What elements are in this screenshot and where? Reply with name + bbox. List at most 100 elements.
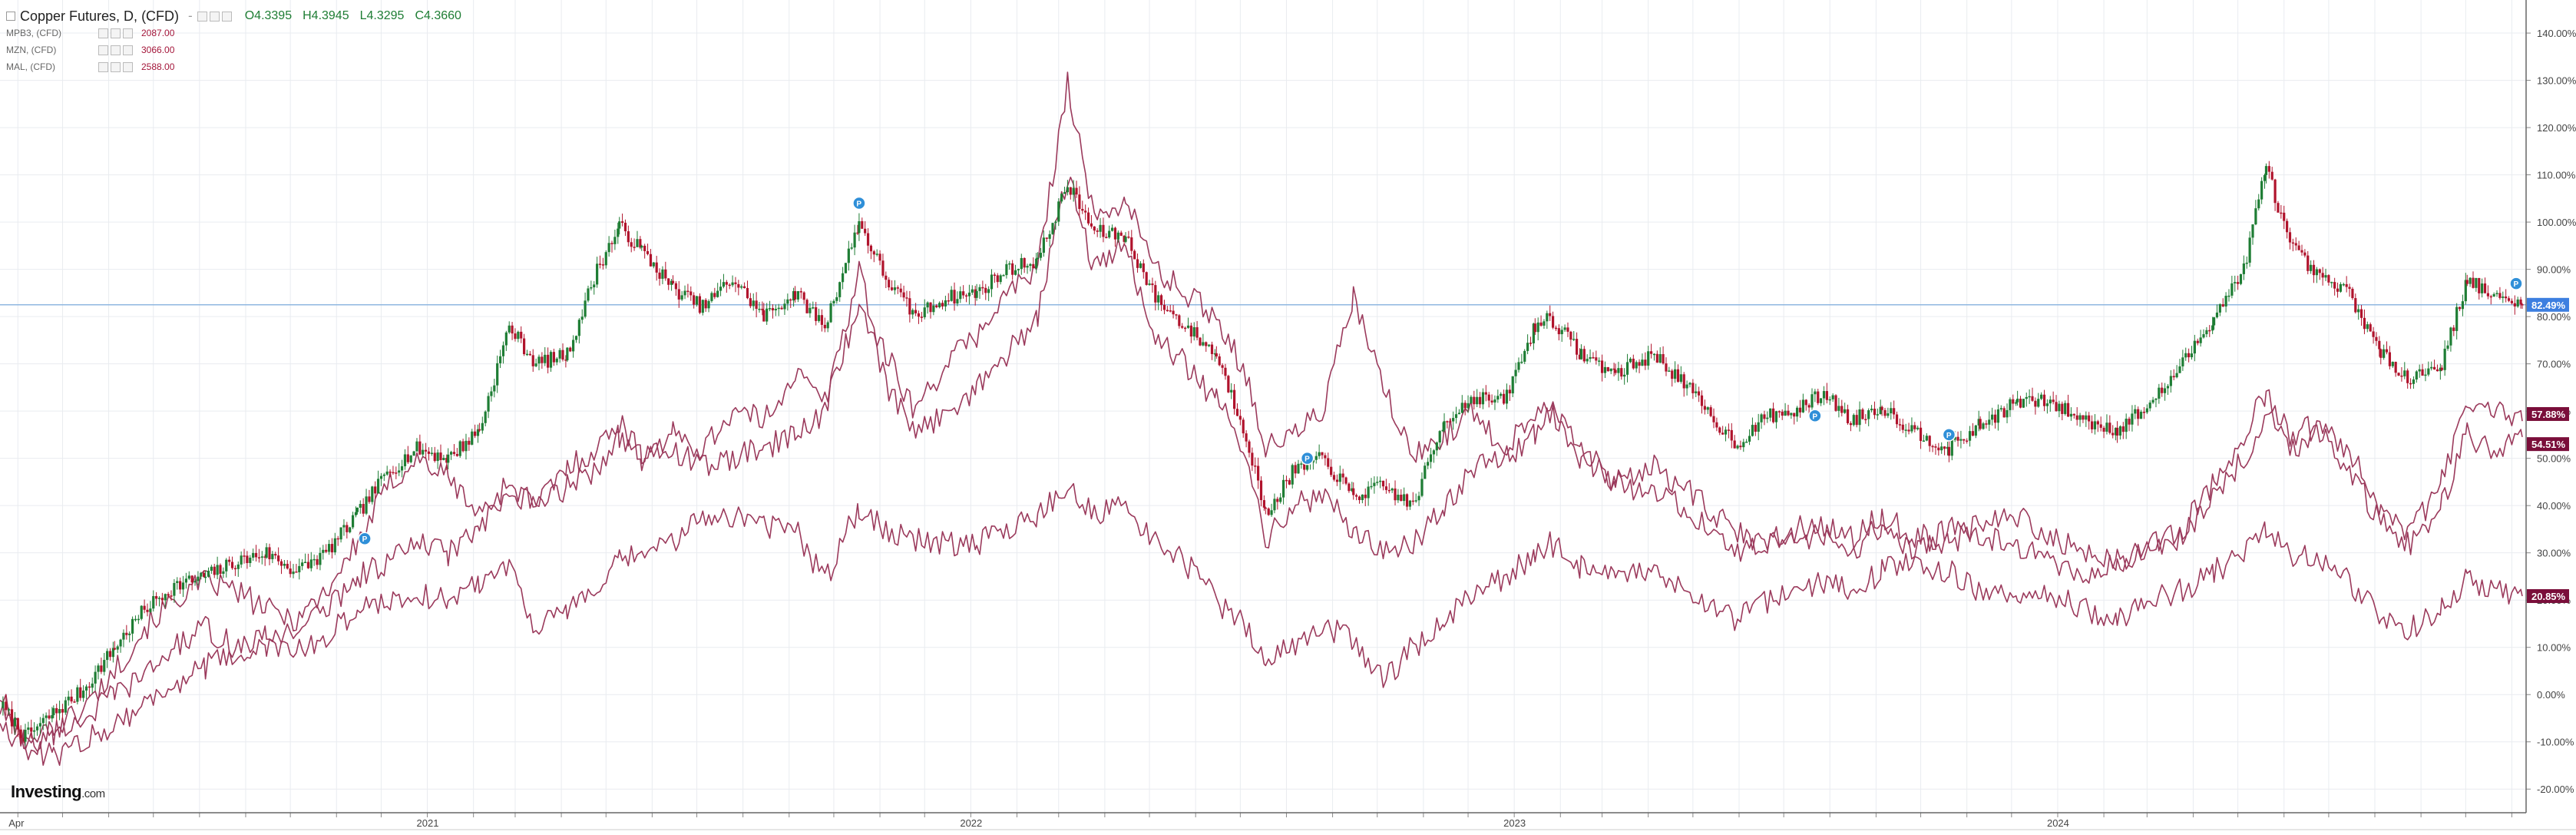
candle-body	[246, 555, 249, 563]
candle-body	[1084, 210, 1087, 213]
candle-body	[1511, 376, 1514, 394]
candle-body	[1351, 488, 1354, 492]
candle-body	[243, 555, 246, 557]
candle-body	[1045, 237, 1048, 239]
candle-body	[2492, 293, 2495, 297]
close-icon[interactable]	[221, 11, 232, 22]
candle-body	[1446, 421, 1449, 422]
candle-body	[1314, 456, 1318, 460]
candle-body	[1108, 230, 1111, 238]
candle-body	[146, 609, 149, 612]
candle-body	[2469, 277, 2472, 284]
candle-body	[2037, 399, 2040, 407]
candle-body	[1429, 454, 1433, 462]
candle-body	[2175, 373, 2178, 378]
candle-body	[902, 292, 905, 298]
compare-name[interactable]: MZN, (CFD)	[6, 45, 57, 55]
candle-body	[844, 263, 848, 273]
candle-body	[91, 683, 94, 688]
candle-body	[1724, 429, 1728, 435]
x-tick-label: Apr	[8, 817, 25, 829]
logo-main: Investing	[11, 782, 82, 801]
candle-body	[1557, 328, 1560, 335]
candle-body	[30, 727, 33, 732]
candle-body	[981, 287, 984, 289]
candle-body	[938, 303, 941, 307]
candle-body	[134, 618, 137, 621]
candle-body	[1075, 187, 1078, 195]
investing-logo[interactable]: Investing.com	[11, 782, 105, 802]
candle-body	[322, 549, 325, 553]
close-icon[interactable]	[123, 28, 133, 38]
candle-body	[1658, 354, 1662, 363]
candle-body	[1543, 321, 1546, 326]
visibility-icon[interactable]	[111, 28, 121, 38]
candle-body	[1617, 368, 1620, 373]
settings-icon[interactable]	[98, 61, 108, 72]
visibility-icon[interactable]	[209, 11, 220, 22]
candle-body	[1837, 406, 1840, 411]
candle-body	[577, 320, 580, 336]
candle-body	[1099, 224, 1102, 232]
settings-icon[interactable]	[98, 28, 108, 38]
candle-body	[2327, 275, 2330, 283]
candle-body	[1039, 253, 1043, 258]
candle-body	[1736, 446, 1739, 449]
candle-body	[1142, 263, 1145, 273]
candle-body	[1159, 295, 1163, 305]
candle-body	[449, 452, 453, 455]
event-marker-icon[interactable]	[1942, 428, 1956, 442]
candle-body	[962, 291, 965, 296]
candle-body	[2151, 399, 2154, 403]
candle-body	[866, 233, 870, 246]
candle-body	[1890, 408, 1893, 414]
compare-name[interactable]: MPB3, (CFD)	[6, 28, 61, 38]
candle-body	[498, 356, 502, 363]
compare-name[interactable]: MAL, (CFD)	[6, 61, 55, 72]
candle-body	[511, 325, 514, 334]
candle-body	[1487, 394, 1490, 401]
settings-icon[interactable]	[98, 45, 108, 55]
event-marker-icon[interactable]	[358, 532, 372, 545]
candle-body	[1993, 414, 1997, 423]
visibility-icon[interactable]	[111, 45, 121, 55]
candle-body	[1748, 436, 1751, 442]
event-marker-icon[interactable]	[1300, 451, 1314, 466]
candle-body	[385, 471, 389, 475]
candle-body	[1391, 488, 1394, 491]
collapse-toggle[interactable]	[6, 12, 15, 21]
candle-body	[1572, 339, 1576, 340]
close-icon[interactable]	[123, 61, 133, 72]
candle-body	[1042, 237, 1045, 253]
candle-body	[203, 572, 206, 577]
candle-body	[484, 411, 487, 423]
candle-body	[1335, 479, 1338, 482]
candle-body	[2075, 415, 2078, 420]
event-marker-icon[interactable]	[1808, 409, 1822, 423]
event-marker-icon[interactable]	[2509, 277, 2523, 290]
candle-body	[1154, 285, 1157, 303]
candle-body	[580, 316, 584, 320]
close-icon[interactable]	[123, 45, 133, 55]
candle-body	[2215, 312, 2219, 318]
compare-value: 2588.00	[141, 61, 175, 72]
visibility-icon[interactable]	[111, 61, 121, 72]
candle-body	[996, 275, 999, 283]
candle-body	[230, 562, 234, 568]
symbol-title[interactable]: Copper Futures, D, (CFD)	[20, 8, 180, 24]
candle-body	[2137, 409, 2140, 419]
candle-body	[2028, 396, 2031, 398]
candle-body	[1376, 482, 1379, 483]
candle-body	[365, 496, 368, 514]
settings-icon[interactable]	[197, 11, 207, 22]
event-markers[interactable]: P P P P P P	[358, 196, 2523, 545]
candle-body	[1063, 192, 1066, 194]
candle-body	[885, 275, 888, 280]
event-marker-icon[interactable]	[852, 196, 866, 210]
candle-body	[896, 287, 899, 289]
candle-body	[1291, 465, 1294, 485]
candle-body	[1560, 330, 1563, 335]
candle-body	[1005, 263, 1008, 276]
